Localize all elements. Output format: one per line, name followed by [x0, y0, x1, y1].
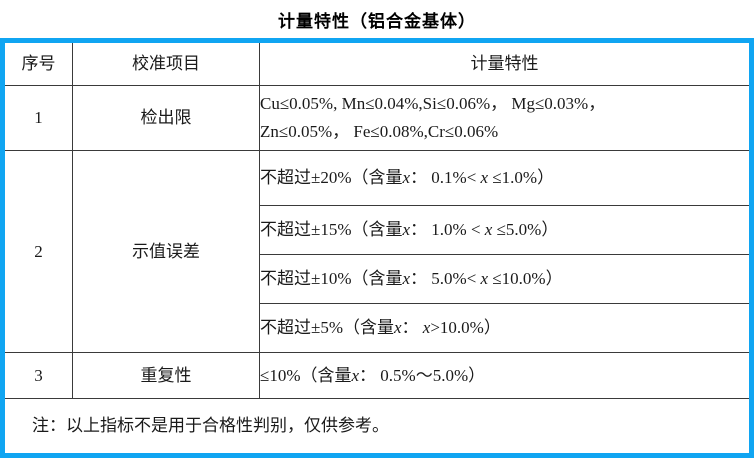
page-title: 计量特性（铝合金基体） [278, 11, 476, 31]
row2-spec-d: 不超过±5%（含量x： x>10.0%） [259, 303, 752, 353]
row2-spec-a: 不超过±20%（含量x： 0.1%< x ≤1.0%） [259, 150, 752, 206]
row3-no: 3 [2, 352, 73, 399]
table-row-indication-error-1: 2 示值误差 不超过±20%（含量x： 0.1%< x ≤1.0%） [2, 150, 752, 353]
row3-item: 重复性 [72, 352, 260, 399]
row2-spec-b: 不超过±15%（含量x： 1.0% < x ≤5.0%） [259, 205, 752, 255]
row3-spec: ≤10%（含量x： 0.5%～5.0%） [259, 352, 752, 399]
metrological-characteristics-table: 序号 校准项目 计量特性 1 检出限 Cu≤0.05%, Mn≤0.04%,Si… [0, 38, 754, 458]
row2-no: 2 [2, 150, 73, 353]
table-row-repeatability: 3 重复性 ≤10%（含量x： 0.5%～5.0%） [2, 352, 752, 399]
row2-item: 示值误差 [72, 150, 260, 353]
header-item: 校准项目 [72, 40, 260, 86]
row2-spec-c: 不超过±10%（含量x： 5.0%< x ≤10.0%） [259, 254, 752, 304]
header-spec: 计量特性 [259, 40, 752, 86]
row1-no: 1 [2, 85, 73, 151]
header-no: 序号 [2, 40, 73, 86]
table-row-detection-limit: 1 检出限 Cu≤0.05%, Mn≤0.04%,Si≤0.06%， Mg≤0.… [2, 85, 752, 151]
row1-spec: Cu≤0.05%, Mn≤0.04%,Si≤0.06%， Mg≤0.03%， Z… [259, 85, 752, 151]
row1-item: 检出限 [72, 85, 260, 151]
note-text: 注：以上指标不是用于合格性判别，仅供参考。 [2, 398, 752, 456]
table-note-row: 注：以上指标不是用于合格性判别，仅供参考。 [2, 398, 752, 456]
table-header-row: 序号 校准项目 计量特性 [2, 40, 752, 86]
table-row-indication-error-3: 不超过±10%（含量x： 5.0%< x ≤10.0%） [3, 254, 752, 304]
table-row-indication-error-2: 不超过±15%（含量x： 1.0% < x ≤5.0%） [3, 205, 752, 255]
